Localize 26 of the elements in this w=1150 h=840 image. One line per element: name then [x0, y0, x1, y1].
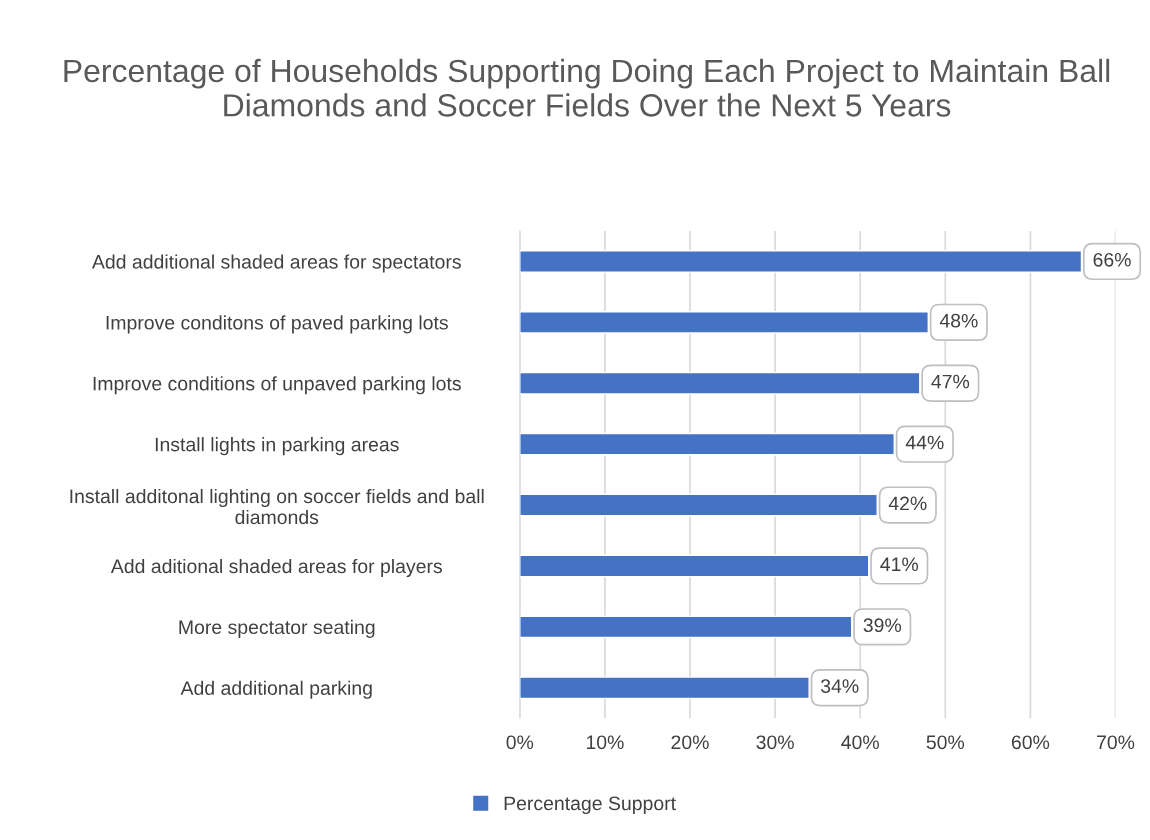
data-label: 42%	[888, 496, 927, 511]
y-tick-label: Install additonal lighting on soccer fields and ball diamonds	[70, 488, 484, 525]
data-label: 47%	[931, 374, 970, 389]
data-label: 44%	[905, 435, 944, 450]
data-label: 66%	[1093, 252, 1131, 267]
y-tick-label: Add aditional shaded areas for players	[110, 558, 442, 578]
y-tick-label: Improve conditons of paved parking lots	[106, 315, 448, 334]
x-tick-label: 70%	[1097, 735, 1135, 750]
data-label: 39%	[863, 618, 902, 633]
y-tick-label: More spectator seating	[179, 619, 375, 638]
legend-label: Percentage Support	[504, 796, 676, 815]
y-tick-label: Improve conditions of unpaved parking lots	[93, 376, 461, 395]
x-tick-label: 60%	[1011, 735, 1050, 750]
x-tick-label: 40%	[841, 735, 879, 750]
x-tick-label: 20%	[671, 735, 709, 750]
data-label: 41%	[880, 557, 919, 572]
y-tick-label: Add additional parking	[180, 680, 372, 699]
y-tick-label: Add additional shaded areas for spectators	[91, 254, 461, 273]
x-tick-label: 50%	[926, 735, 965, 750]
y-tick-label: Install lights in parking areas	[155, 437, 399, 456]
x-tick-label: 10%	[586, 735, 624, 750]
chart-title: Percentage of Households Supporting Doing Each Project to Maintain Ball Diamonds and Soccer Fields Over the Next 5 Years	[64, 58, 1110, 117]
x-tick-label: 0%	[506, 735, 534, 750]
x-tick-label: 30%	[756, 735, 794, 750]
data-label: 34%	[820, 679, 859, 693]
data-label: 48%	[939, 313, 978, 328]
